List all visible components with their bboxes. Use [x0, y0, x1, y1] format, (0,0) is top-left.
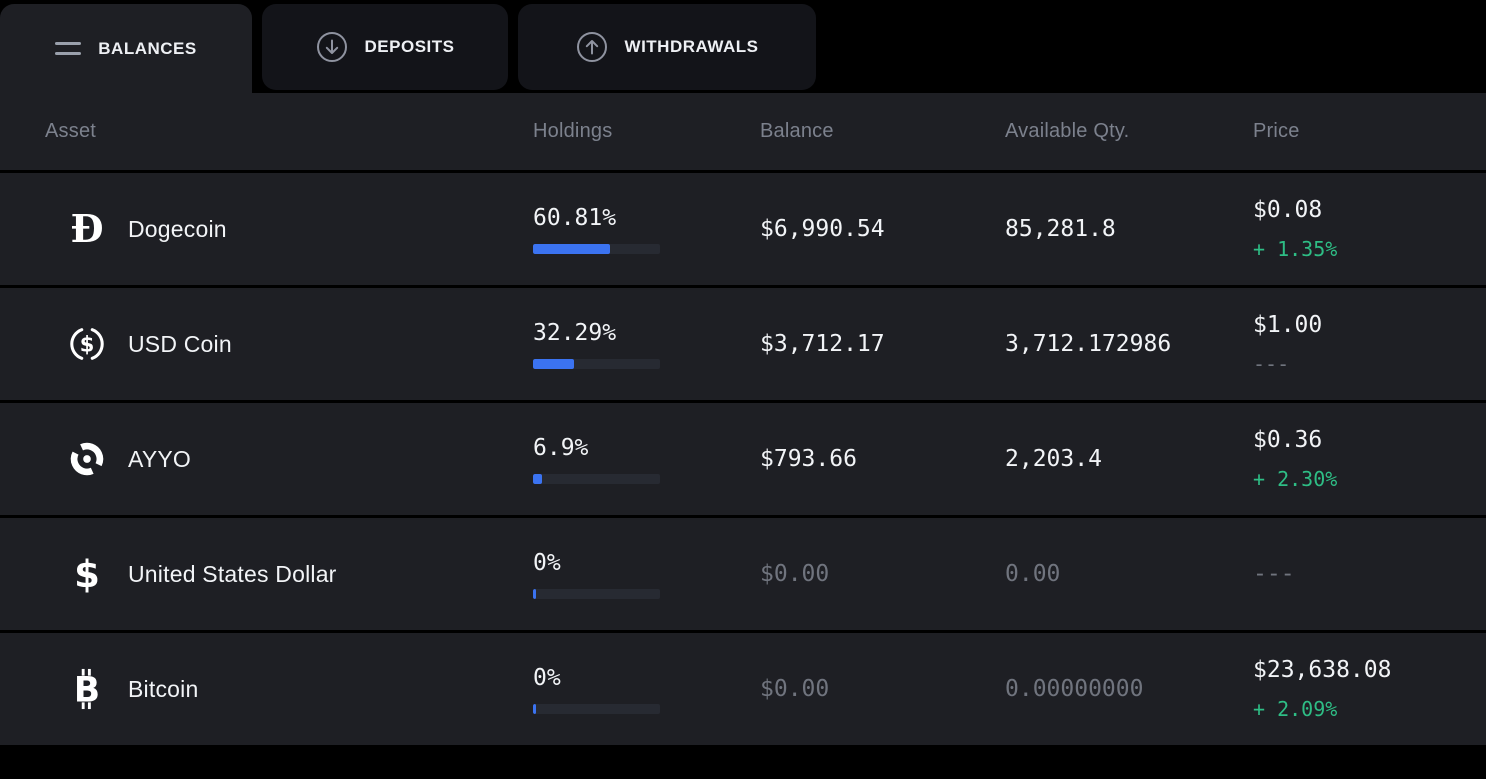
available-qty-value: 85,281.8 — [1005, 216, 1116, 242]
column-header-available-qty: Available Qty. — [1005, 120, 1130, 142]
price-change: + 1.35% — [1253, 237, 1338, 261]
price-value: $23,638.08 — [1253, 657, 1392, 683]
available-qty-value: 0.00000000 — [1005, 676, 1144, 702]
price-value: $1.00 — [1253, 312, 1323, 338]
holdings-bar — [533, 243, 660, 254]
holdings-cell: 0% — [533, 633, 760, 745]
holdings-percent: 32.29% — [533, 319, 617, 346]
table-row-dogecoin[interactable]: Ð Dogecoin 60.81% $6,990.54 85,281.8 $0.… — [0, 173, 1486, 288]
holdings-percent: 60.81% — [533, 204, 617, 231]
dollar-icon: $ — [74, 552, 100, 596]
holdings-bar-fill — [533, 358, 574, 369]
table-row-usd-coin[interactable]: $ USD Coin 32.29% $3,712.17 3,712.172986… — [0, 288, 1486, 403]
available-qty-value: 0.00 — [1005, 561, 1061, 587]
price-change: + 2.30% — [1253, 467, 1338, 491]
holdings-bar — [533, 473, 660, 484]
tab-deposits-label: DEPOSITS — [364, 37, 455, 56]
asset-cell: B Bitcoin — [0, 633, 533, 745]
tab-deposits[interactable]: DEPOSITS — [262, 4, 508, 90]
available-qty-value: 3,712.172986 — [1005, 331, 1172, 357]
price-cell: $23,638.08 + 2.09% — [1253, 633, 1486, 745]
asset-cell: Ð Dogecoin — [0, 173, 533, 285]
svg-text:B: B — [74, 670, 100, 710]
holdings-percent: 0% — [533, 664, 561, 691]
bitcoin-icon: B — [66, 666, 108, 712]
holdings-bar-fill — [533, 473, 542, 484]
asset-cell: AYYO — [0, 403, 533, 515]
asset-name: Bitcoin — [128, 675, 199, 702]
tab-balances-label: BALANCES — [98, 38, 197, 58]
ayyo-icon — [66, 436, 108, 482]
table-row-usd[interactable]: $ United States Dollar 0% $0.00 0.00 --- — [0, 518, 1486, 633]
price-cell: $0.36 + 2.30% — [1253, 403, 1486, 515]
holdings-bar — [533, 588, 660, 599]
holdings-percent: 6.9% — [533, 434, 589, 461]
price-cell: $0.08 + 1.35% — [1253, 173, 1486, 285]
table-row-ayyo[interactable]: AYYO 6.9% $793.66 2,203.4 $0.36 + 2.30% — [0, 403, 1486, 518]
balance-value: $793.66 — [760, 446, 857, 472]
arrow-up-circle-icon — [576, 32, 607, 62]
holdings-cell: 0% — [533, 518, 760, 630]
available-qty-value: 2,203.4 — [1005, 446, 1102, 472]
svg-text:$: $ — [80, 333, 95, 357]
price-value: --- — [1253, 561, 1295, 587]
holdings-cell: 32.29% — [533, 288, 760, 400]
column-header-balance: Balance — [760, 120, 834, 142]
price-value: $0.36 — [1253, 427, 1323, 453]
asset-name: USD Coin — [128, 330, 232, 357]
column-header-holdings: Holdings — [533, 120, 613, 142]
holdings-bar-fill — [533, 703, 536, 714]
table-header: Asset Holdings Balance Available Qty. Pr… — [0, 93, 1486, 173]
asset-name: AYYO — [128, 445, 192, 472]
balance-value: $0.00 — [760, 676, 830, 702]
holdings-cell: 60.81% — [533, 173, 760, 285]
tab-balances[interactable]: BALANCES — [0, 4, 252, 93]
holdings-bar — [533, 358, 660, 369]
holdings-cell: 6.9% — [533, 403, 760, 515]
price-value: $0.08 — [1253, 197, 1323, 223]
price-change: + 2.09% — [1253, 697, 1338, 721]
holdings-bar-fill — [533, 243, 611, 254]
asset-name: Dogecoin — [128, 215, 227, 242]
asset-name: United States Dollar — [128, 560, 337, 587]
column-header-asset: Asset — [45, 120, 97, 142]
tab-withdrawals-label: WITHDRAWALS — [624, 37, 759, 56]
tab-bar: BALANCES DEPOSITS WITHDRAWALS — [0, 0, 1486, 93]
usd-coin-icon: $ — [66, 321, 108, 367]
balance-value: $3,712.17 — [760, 331, 885, 357]
arrow-down-circle-icon — [316, 32, 347, 62]
asset-cell: $ USD Coin — [0, 288, 533, 400]
holdings-bar-fill — [533, 588, 536, 599]
list-icon — [55, 42, 82, 55]
column-header-price: Price — [1253, 120, 1300, 142]
table-row-bitcoin[interactable]: B Bitcoin 0% $0.00 0.00000000 $23,638.08… — [0, 633, 1486, 748]
price-change: --- — [1253, 352, 1290, 376]
price-cell: --- — [1253, 518, 1486, 630]
asset-cell: $ United States Dollar — [0, 518, 533, 630]
dogecoin-icon: Ð — [70, 206, 104, 251]
holdings-bar — [533, 703, 660, 714]
balance-value: $0.00 — [760, 561, 830, 587]
balance-value: $6,990.54 — [760, 216, 885, 242]
holdings-percent: 0% — [533, 549, 561, 576]
price-cell: $1.00 --- — [1253, 288, 1486, 400]
tab-withdrawals[interactable]: WITHDRAWALS — [518, 4, 816, 90]
